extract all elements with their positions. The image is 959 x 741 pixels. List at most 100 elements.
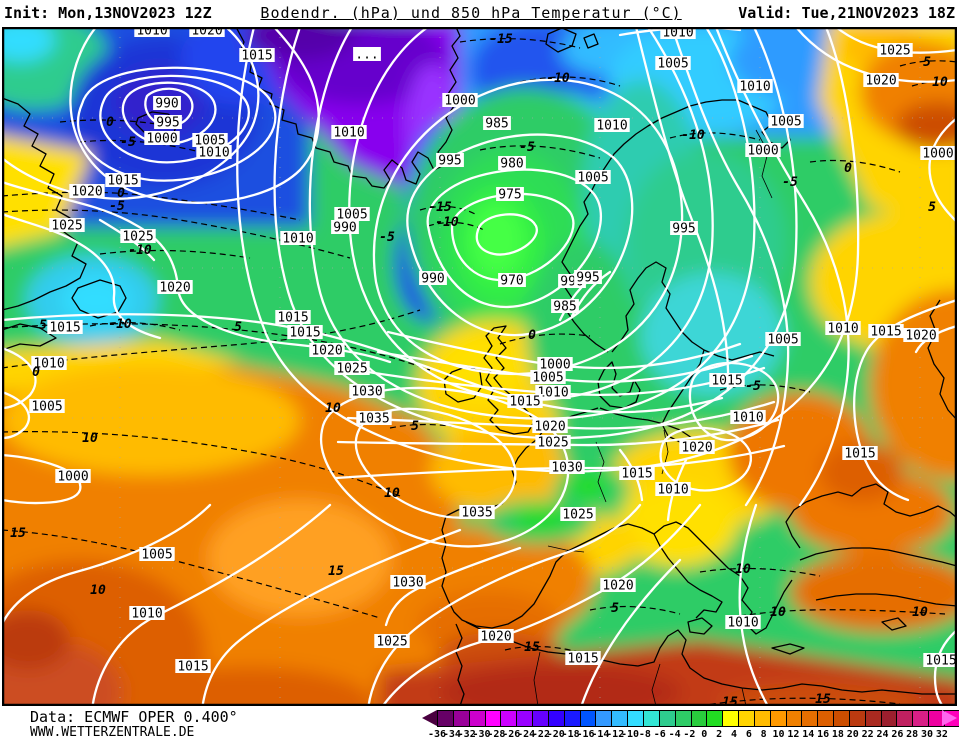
isobar-label: 1000 bbox=[55, 469, 91, 485]
svg-text:1015: 1015 bbox=[241, 49, 272, 64]
legend-tick-label: -22 bbox=[531, 729, 550, 740]
svg-text:1020: 1020 bbox=[602, 579, 633, 594]
svg-text:1020: 1020 bbox=[681, 441, 712, 456]
svg-text:1015: 1015 bbox=[870, 325, 901, 340]
svg-text:1025: 1025 bbox=[879, 44, 910, 59]
isobar-label: 1010 bbox=[825, 321, 861, 337]
isotherm-label: 5 bbox=[923, 55, 931, 70]
isobar-label: 995 bbox=[574, 270, 602, 286]
svg-text:1015: 1015 bbox=[925, 654, 956, 669]
isobar-label: 1015 bbox=[175, 659, 211, 675]
svg-text:1020: 1020 bbox=[865, 74, 896, 89]
svg-text:1010: 1010 bbox=[739, 80, 770, 95]
legend-tick-label: 30 bbox=[921, 729, 934, 740]
svg-text:975: 975 bbox=[498, 188, 521, 203]
isotherm-label: -5 bbox=[745, 379, 761, 394]
isobar-label: 1020 bbox=[157, 280, 193, 296]
legend-tick-label: 0 bbox=[701, 729, 708, 740]
legend-bar bbox=[437, 710, 959, 727]
isotherm-label: 0 bbox=[528, 328, 536, 343]
isobar-label: 1015 bbox=[105, 173, 141, 189]
isobar-label: 1020 bbox=[903, 328, 939, 344]
isotherm-label: -15 bbox=[489, 32, 513, 47]
isobar-label: 1005 bbox=[139, 547, 175, 563]
legend-tick-label: 12 bbox=[787, 729, 800, 740]
legend-cell bbox=[881, 710, 898, 727]
isobar-label: 1020 bbox=[309, 343, 345, 359]
legend-cell bbox=[770, 710, 787, 727]
legend-tick-label: -20 bbox=[546, 729, 565, 740]
legend-cell bbox=[849, 710, 866, 727]
isotherm-label: 10 bbox=[770, 605, 786, 620]
legend-tick-label: 22 bbox=[861, 729, 874, 740]
svg-text:1005: 1005 bbox=[141, 548, 172, 563]
isobar-label: 1000 bbox=[442, 93, 478, 109]
isobar-label: 975 bbox=[496, 187, 524, 203]
legend-tick-label: 32 bbox=[935, 729, 948, 740]
svg-text:1025: 1025 bbox=[336, 362, 367, 377]
isobar-label: 1035 bbox=[356, 411, 392, 427]
isobar-label: 1020 bbox=[478, 629, 514, 645]
isotherm-label: -10 bbox=[128, 243, 152, 258]
isotherm-label: 5 bbox=[39, 318, 47, 333]
svg-text:1010: 1010 bbox=[727, 616, 758, 631]
svg-text:1030: 1030 bbox=[351, 385, 382, 400]
svg-text:1015: 1015 bbox=[844, 447, 875, 462]
isotherm-label: 5 bbox=[928, 200, 936, 215]
legend-cell bbox=[754, 710, 771, 727]
svg-text:1010: 1010 bbox=[596, 119, 627, 134]
legend-tick-label: 20 bbox=[846, 729, 859, 740]
isobar-label: 1025 bbox=[374, 634, 410, 650]
isobar-label: 1015 bbox=[47, 320, 83, 336]
isobar-label: 985 bbox=[551, 299, 579, 315]
svg-text:1000: 1000 bbox=[747, 144, 778, 159]
map-border bbox=[2, 27, 957, 706]
isotherm-label: -5 bbox=[519, 140, 535, 155]
svg-text:1015: 1015 bbox=[621, 467, 652, 482]
svg-text:1015: 1015 bbox=[711, 374, 742, 389]
isobar-label: 1015 bbox=[619, 466, 655, 482]
legend-cell bbox=[580, 710, 597, 727]
isotherm-label: -10 bbox=[435, 215, 459, 230]
isotherm-label: -5 bbox=[379, 230, 395, 245]
svg-text:1020: 1020 bbox=[71, 185, 102, 200]
isotherm-label: 10 bbox=[82, 431, 98, 446]
isotherm-label: 10 bbox=[384, 486, 400, 501]
svg-text:1025: 1025 bbox=[376, 635, 407, 650]
isobar-label: 1010 bbox=[134, 27, 170, 39]
isotherm-label: 15 bbox=[815, 692, 831, 706]
svg-text:1005: 1005 bbox=[770, 115, 801, 130]
isotherm-label: 5 bbox=[234, 320, 242, 335]
isobar-label: 995 bbox=[436, 153, 464, 169]
legend-cell bbox=[596, 710, 613, 727]
isobar-label: 1025 bbox=[535, 435, 571, 451]
isotherm-label: -5 bbox=[109, 199, 125, 214]
legend-tick-label: -6 bbox=[653, 729, 666, 740]
svg-text:990: 990 bbox=[421, 272, 444, 287]
legend-tick-label: -12 bbox=[606, 729, 625, 740]
isobar-label: 1005 bbox=[768, 114, 804, 130]
isobar-label: 1010 bbox=[730, 410, 766, 426]
svg-text:990: 990 bbox=[155, 97, 178, 112]
isobar-label: 1015 bbox=[287, 325, 323, 341]
legend-tick-label: -30 bbox=[472, 729, 491, 740]
isobar-label: 1000 bbox=[745, 143, 781, 159]
legend-cell bbox=[707, 710, 724, 727]
legend-cell bbox=[437, 710, 454, 727]
isobar-label: 1010 bbox=[331, 125, 367, 141]
isobar-label: 990 bbox=[153, 96, 181, 112]
legend-cell bbox=[818, 710, 835, 727]
coastlines bbox=[2, 27, 957, 706]
svg-text:995: 995 bbox=[576, 271, 599, 286]
isobar-label: 1015 bbox=[275, 310, 311, 326]
legend-cell bbox=[659, 710, 676, 727]
isobar-label: 980 bbox=[498, 156, 526, 172]
isobar-label: 1015 bbox=[507, 394, 543, 410]
isobar-label: 1005 bbox=[575, 170, 611, 186]
legend-cell bbox=[691, 710, 708, 727]
legend-cell bbox=[865, 710, 882, 727]
legend-tick-label: -28 bbox=[487, 729, 506, 740]
legend-cell bbox=[723, 710, 740, 727]
legend-tick-label: -24 bbox=[517, 729, 536, 740]
isobar-label: 1035 bbox=[459, 505, 495, 521]
